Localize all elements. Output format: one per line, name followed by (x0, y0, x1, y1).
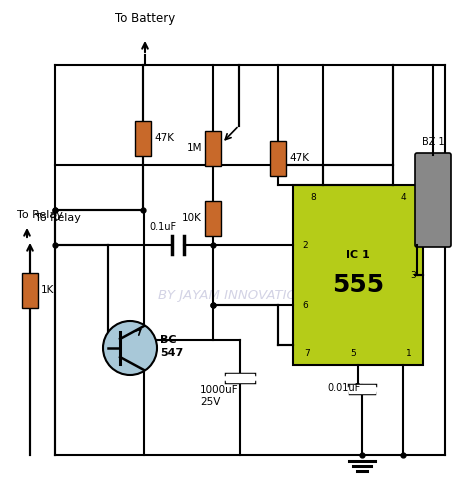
Text: To Battery: To Battery (115, 11, 175, 25)
FancyBboxPatch shape (205, 131, 221, 165)
Circle shape (103, 321, 157, 375)
Text: 47K: 47K (289, 153, 309, 163)
Text: 1M: 1M (186, 143, 202, 153)
FancyBboxPatch shape (205, 200, 221, 236)
Text: 6: 6 (302, 300, 308, 309)
Text: 7: 7 (304, 349, 310, 357)
Text: 1K: 1K (41, 285, 55, 295)
Text: To Relay: To Relay (35, 213, 81, 223)
FancyBboxPatch shape (415, 153, 451, 247)
Text: 3: 3 (410, 271, 416, 279)
Text: 555: 555 (332, 273, 384, 297)
Text: 2: 2 (302, 241, 308, 249)
Text: 0.1uF: 0.1uF (149, 222, 176, 232)
FancyBboxPatch shape (270, 140, 286, 175)
Text: 47K: 47K (154, 133, 174, 143)
FancyBboxPatch shape (293, 185, 423, 365)
Text: BY JAYAM INNOVATIONS: BY JAYAM INNOVATIONS (158, 289, 316, 301)
Text: 0.01uF: 0.01uF (327, 383, 360, 393)
Text: BC: BC (160, 335, 176, 345)
FancyBboxPatch shape (135, 120, 151, 156)
Text: 8: 8 (310, 192, 316, 201)
Text: BZ 1: BZ 1 (422, 137, 444, 147)
Text: To Relay: To Relay (17, 210, 63, 220)
FancyBboxPatch shape (226, 374, 254, 382)
Text: 547: 547 (160, 348, 183, 358)
Text: 4: 4 (400, 192, 406, 201)
Text: 10K: 10K (182, 213, 202, 223)
Text: 1000uF
25V: 1000uF 25V (200, 385, 238, 407)
Text: 1: 1 (406, 349, 412, 357)
FancyBboxPatch shape (349, 385, 375, 393)
FancyBboxPatch shape (22, 273, 38, 307)
Text: IC 1: IC 1 (346, 250, 370, 260)
Text: 5: 5 (350, 349, 356, 357)
